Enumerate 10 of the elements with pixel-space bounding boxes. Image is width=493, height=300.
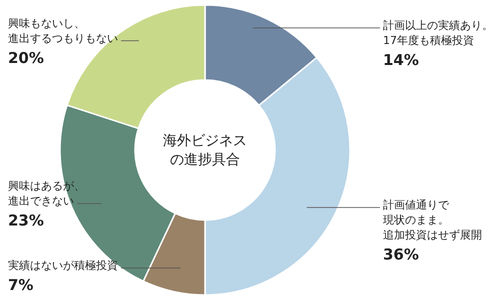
slice-label: 実績はないが積極投資 (8, 259, 118, 272)
data-label: 20% (8, 48, 44, 67)
data-label: 36% (383, 246, 419, 264)
data-label: 7% (8, 276, 34, 294)
data-label: 23% (8, 212, 44, 230)
data-label: 14% (383, 51, 419, 70)
text: 海外ビジネスの進捗具合 (163, 132, 247, 168)
slice-label: 計画以上の実績あり。17年度も積極投資 (383, 18, 493, 47)
slice-label: 興味もないし、進出するつもりもない (8, 16, 118, 45)
slice-label: 計画値通りで現状のまま。追加投資はせず展開 (383, 198, 482, 242)
